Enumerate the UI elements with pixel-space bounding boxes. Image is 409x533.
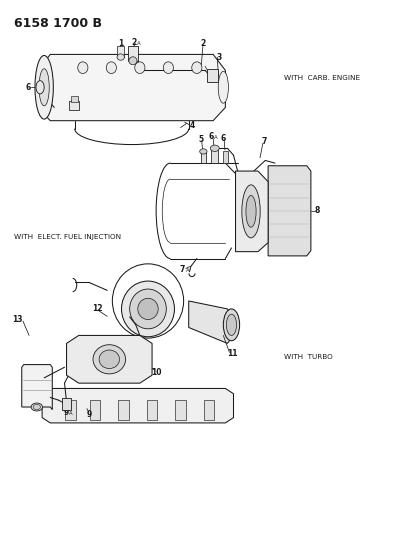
Ellipse shape (218, 71, 228, 103)
Polygon shape (22, 365, 52, 410)
Text: 9: 9 (86, 410, 91, 419)
Bar (146, 400, 157, 420)
Text: 2: 2 (131, 38, 136, 47)
Polygon shape (38, 54, 225, 120)
Polygon shape (42, 389, 233, 423)
Text: 6: 6 (208, 132, 213, 141)
Ellipse shape (128, 57, 137, 64)
Text: 1: 1 (118, 39, 123, 49)
Ellipse shape (241, 185, 260, 238)
Bar (65, 400, 76, 420)
Ellipse shape (191, 62, 202, 74)
Bar (70, 96, 78, 102)
Bar (118, 400, 128, 420)
Ellipse shape (245, 196, 256, 227)
Text: A: A (213, 135, 217, 140)
Text: A: A (185, 268, 189, 273)
Polygon shape (235, 171, 267, 252)
Text: 7: 7 (261, 138, 266, 147)
Bar (223, 151, 228, 163)
Text: WITH  CARB. ENGINE: WITH CARB. ENGINE (284, 75, 360, 81)
Bar (203, 400, 214, 420)
Ellipse shape (223, 309, 239, 341)
Ellipse shape (39, 69, 49, 106)
Text: 11: 11 (227, 350, 237, 359)
Ellipse shape (117, 54, 124, 60)
Text: 6158 1700 B: 6158 1700 B (13, 17, 101, 30)
Ellipse shape (135, 62, 144, 74)
Text: 4: 4 (189, 122, 194, 131)
Bar (90, 400, 100, 420)
Polygon shape (188, 301, 231, 343)
Text: 12: 12 (92, 304, 102, 313)
Ellipse shape (78, 62, 88, 74)
Bar (211, 148, 218, 163)
Polygon shape (66, 335, 152, 383)
Ellipse shape (99, 350, 119, 368)
Text: 5: 5 (198, 135, 203, 144)
Ellipse shape (35, 55, 53, 119)
Text: WITH  TURBO: WITH TURBO (284, 353, 333, 360)
Ellipse shape (199, 149, 207, 154)
Ellipse shape (121, 281, 174, 337)
Text: 8: 8 (314, 206, 319, 215)
Polygon shape (267, 166, 310, 256)
Ellipse shape (163, 62, 173, 74)
Bar (117, 46, 123, 57)
Bar (175, 400, 185, 420)
Bar (68, 101, 79, 110)
Text: 6: 6 (220, 134, 225, 143)
Text: A: A (69, 411, 73, 416)
Ellipse shape (31, 403, 43, 411)
Ellipse shape (93, 345, 125, 374)
Ellipse shape (33, 405, 40, 410)
Bar (207, 69, 218, 82)
Ellipse shape (210, 145, 219, 151)
Bar (127, 46, 137, 61)
Bar (61, 398, 70, 410)
Ellipse shape (129, 289, 166, 329)
Text: A: A (137, 41, 141, 46)
Ellipse shape (137, 298, 158, 319)
Ellipse shape (106, 62, 116, 74)
Text: 9: 9 (64, 408, 69, 417)
Text: WITH  ELECT. FUEL INJECTION: WITH ELECT. FUEL INJECTION (13, 235, 120, 240)
Ellipse shape (36, 80, 44, 94)
Ellipse shape (226, 314, 236, 335)
Text: 13: 13 (12, 315, 23, 324)
Text: 10: 10 (151, 368, 161, 377)
Bar (200, 151, 205, 163)
Text: 7: 7 (180, 265, 185, 273)
Text: 2: 2 (200, 39, 205, 49)
Text: 6: 6 (25, 83, 30, 92)
Text: 3: 3 (216, 53, 221, 62)
